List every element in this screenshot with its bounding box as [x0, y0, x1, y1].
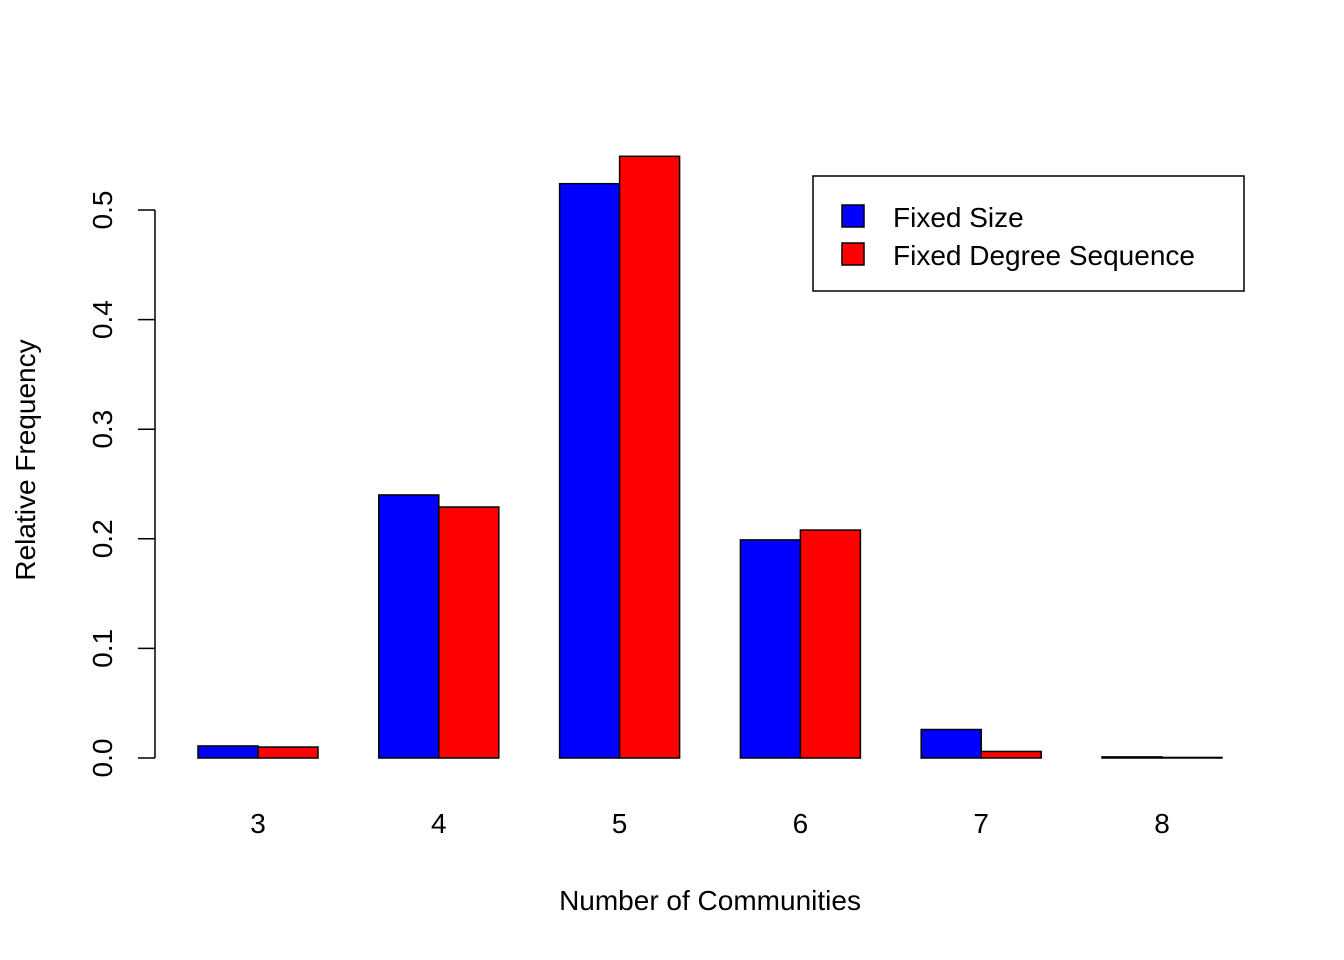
x-tick-label: 7 [973, 808, 989, 839]
bar-fixed-size-4 [378, 494, 440, 759]
y-tick-label: 0.3 [87, 410, 118, 449]
legend-label-fixed-size: Fixed Size [893, 202, 1024, 233]
legend-label-fixed-degree-sequence: Fixed Degree Sequence [893, 240, 1195, 271]
bar-fixed-size-5 [558, 182, 621, 759]
x-axis-tick-labels: 3 4 5 6 7 8 [250, 808, 1170, 839]
x-tick-label: 3 [250, 808, 266, 839]
legend: Fixed Size Fixed Degree Sequence [812, 175, 1245, 292]
legend-swatch-fixed-degree-sequence [841, 242, 865, 266]
y-tick-label: 0.2 [87, 519, 118, 558]
bar-fixed-degree-sequence-7 [980, 750, 1042, 759]
x-tick-label: 4 [431, 808, 447, 839]
legend-swatch-fixed-size [841, 204, 865, 228]
bar-fixed-degree-sequence-5 [618, 155, 681, 759]
bar-fixed-degree-sequence-8 [1161, 756, 1223, 759]
y-axis: 0.0 0.1 0.2 0.3 0.4 0.5 [87, 191, 156, 778]
y-tick-label: 0.4 [87, 300, 118, 339]
bars [197, 155, 1223, 759]
bar-fixed-size-6 [739, 539, 802, 759]
y-tick-label: 0.0 [87, 739, 118, 778]
bar-fixed-degree-sequence-4 [438, 506, 500, 759]
bar-fixed-size-3 [197, 745, 259, 759]
y-axis-title: Relative Frequency [10, 339, 41, 580]
legend-box [812, 175, 1245, 292]
bar-fixed-degree-sequence-3 [257, 746, 319, 759]
bar-fixed-size-8 [1101, 756, 1163, 759]
y-tick-label: 0.5 [87, 191, 118, 230]
x-tick-label: 5 [612, 808, 628, 839]
x-tick-label: 6 [793, 808, 809, 839]
y-tick-label: 0.1 [87, 629, 118, 668]
bar-fixed-size-7 [920, 728, 982, 759]
x-axis-title: Number of Communities [559, 885, 861, 916]
x-tick-label: 8 [1154, 808, 1170, 839]
bar-fixed-degree-sequence-6 [799, 529, 862, 759]
